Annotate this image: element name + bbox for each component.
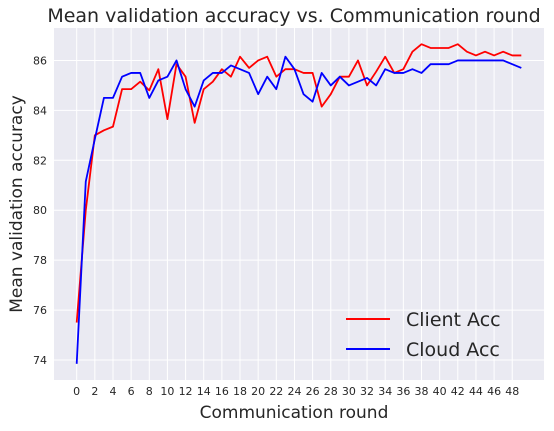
x-tick-label: 18 (233, 385, 247, 398)
y-axis-label: Mean validation accuracy (7, 95, 27, 313)
x-tick-label: 34 (378, 385, 392, 398)
x-tick-label: 42 (451, 385, 465, 398)
y-tick-label: 78 (33, 254, 47, 267)
x-tick-label: 10 (160, 385, 174, 398)
x-tick-label: 4 (109, 385, 116, 398)
x-tick-label: 36 (396, 385, 410, 398)
x-tick-label: 12 (179, 385, 193, 398)
chart-title: Mean validation accuracy vs. Communicati… (47, 5, 540, 27)
x-tick-label: 24 (287, 385, 301, 398)
series-line-cloud-acc (75, 55, 522, 364)
x-tick-label: 16 (215, 385, 229, 398)
legend-label-client: Client Acc (406, 309, 501, 331)
x-tick-label: 46 (487, 385, 501, 398)
x-tick-label: 22 (269, 385, 283, 398)
x-axis-label: Communication round (200, 403, 389, 423)
x-tick-label: 2 (91, 385, 98, 398)
grid (54, 28, 544, 380)
x-tick-label: 0 (73, 385, 80, 398)
plot-area (54, 28, 544, 380)
x-tick-label: 30 (342, 385, 356, 398)
x-tick-label: 28 (324, 385, 338, 398)
series-layer (75, 43, 522, 364)
series-line-client-acc (75, 43, 522, 323)
x-tick-label: 44 (469, 385, 483, 398)
y-tick-label: 84 (33, 104, 47, 117)
y-tick-label: 74 (33, 354, 47, 367)
x-tick-label: 32 (360, 385, 374, 398)
legend-label-cloud: Cloud Acc (406, 339, 500, 361)
y-tick-label: 82 (33, 154, 47, 167)
x-tick-label: 26 (306, 385, 320, 398)
x-tick-label: 14 (197, 385, 211, 398)
y-tick-label: 80 (33, 204, 47, 217)
x-tick-label: 40 (433, 385, 447, 398)
x-tick-label: 6 (128, 385, 135, 398)
x-tick-label: 48 (505, 385, 519, 398)
y-tick-label: 86 (33, 54, 47, 67)
y-tick-label: 76 (33, 304, 47, 317)
legend: Client Acc Cloud Acc (346, 309, 501, 361)
ticks-layer: 0 2 4 6 8 10 12 14 16 18 20 22 24 26 28 30 32 34 36 38 40 42 4… (33, 54, 519, 398)
x-tick-label: 20 (251, 385, 265, 398)
x-tick-label: 38 (415, 385, 429, 398)
x-tick-label: 8 (146, 385, 153, 398)
